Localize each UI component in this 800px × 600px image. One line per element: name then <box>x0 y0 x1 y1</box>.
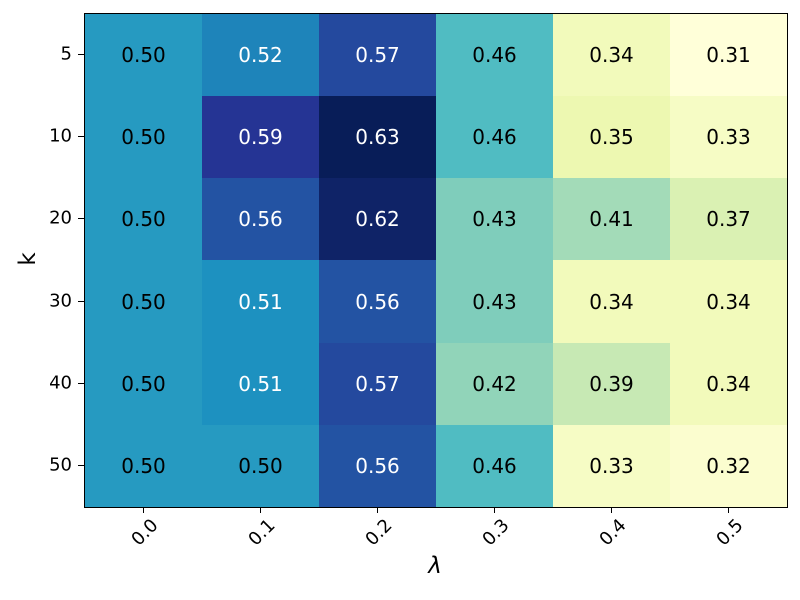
x-tick-mark <box>377 507 378 513</box>
x-tick-label: 0.4 <box>595 515 631 551</box>
heatmap-cell: 0.57 <box>319 342 436 425</box>
x-tick-mark <box>728 507 729 513</box>
heatmap-cell: 0.37 <box>670 178 787 261</box>
heatmap-cell: 0.56 <box>319 260 436 343</box>
heatmap-cell: 0.50 <box>202 424 319 507</box>
heatmap-grid: 0.50 0.52 0.57 0.46 0.34 0.31 0.50 0.59 0.63 0.46… <box>85 14 787 507</box>
x-tick-mark <box>611 507 612 513</box>
x-tick-label: 0.0 <box>127 515 163 551</box>
heatmap-cell: 0.43 <box>436 178 553 261</box>
heatmap-cell: 0.46 <box>436 96 553 179</box>
heatmap-cell: 0.50 <box>85 178 202 261</box>
heatmap-cell: 0.51 <box>202 260 319 343</box>
y-tick-label: 10 <box>49 125 72 147</box>
heatmap-cell: 0.42 <box>436 342 553 425</box>
y-tick-mark <box>78 383 84 384</box>
heatmap-cell: 0.34 <box>670 260 787 343</box>
heatmap-cell: 0.50 <box>85 424 202 507</box>
y-tick-mark <box>78 136 84 137</box>
heatmap-cell: 0.52 <box>202 14 319 97</box>
heatmap-cell: 0.59 <box>202 96 319 179</box>
x-tick-label: 0.1 <box>244 515 280 551</box>
heatmap-cell: 0.50 <box>85 342 202 425</box>
heatmap-cell: 0.63 <box>319 96 436 179</box>
x-tick-label: 0.3 <box>478 515 514 551</box>
heatmap-cell: 0.56 <box>319 424 436 507</box>
heatmap-cell: 0.34 <box>553 14 670 97</box>
y-tick-mark <box>78 218 84 219</box>
heatmap-cell: 0.43 <box>436 260 553 343</box>
heatmap-cell: 0.35 <box>553 96 670 179</box>
heatmap-cell: 0.46 <box>436 424 553 507</box>
y-tick-label: 5 <box>60 43 72 65</box>
y-tick-mark <box>78 301 84 302</box>
y-axis-label: k <box>15 252 41 266</box>
heatmap-cell: 0.46 <box>436 14 553 97</box>
y-tick-mark <box>78 54 84 55</box>
plot-area: 0.50 0.52 0.57 0.46 0.34 0.31 0.50 0.59 0.63 0.46… <box>84 13 788 508</box>
heatmap-cell: 0.51 <box>202 342 319 425</box>
heatmap-cell: 0.62 <box>319 178 436 261</box>
heatmap-cell: 0.57 <box>319 14 436 97</box>
heatmap-cell: 0.33 <box>670 96 787 179</box>
heatmap-cell: 0.50 <box>85 96 202 179</box>
y-tick-mark <box>78 465 84 466</box>
x-tick-label: 0.5 <box>712 515 748 551</box>
heatmap-cell: 0.56 <box>202 178 319 261</box>
heatmap-cell: 0.33 <box>553 424 670 507</box>
y-tick-label: 50 <box>49 454 72 476</box>
heatmap-cell: 0.34 <box>670 342 787 425</box>
y-tick-label: 20 <box>49 207 72 229</box>
heatmap-cell: 0.32 <box>670 424 787 507</box>
x-tick-label: 0.2 <box>361 515 397 551</box>
heatmap-cell: 0.34 <box>553 260 670 343</box>
heatmap-cell: 0.31 <box>670 14 787 97</box>
heatmap-cell: 0.50 <box>85 260 202 343</box>
y-tick-label: 40 <box>49 372 72 394</box>
heatmap-cell: 0.39 <box>553 342 670 425</box>
x-axis-label: λ <box>428 553 442 579</box>
y-tick-label: 30 <box>49 290 72 312</box>
x-tick-mark <box>260 507 261 513</box>
heatmap-cell: 0.50 <box>85 14 202 97</box>
x-tick-mark <box>143 507 144 513</box>
x-tick-mark <box>494 507 495 513</box>
heatmap-cell: 0.41 <box>553 178 670 261</box>
